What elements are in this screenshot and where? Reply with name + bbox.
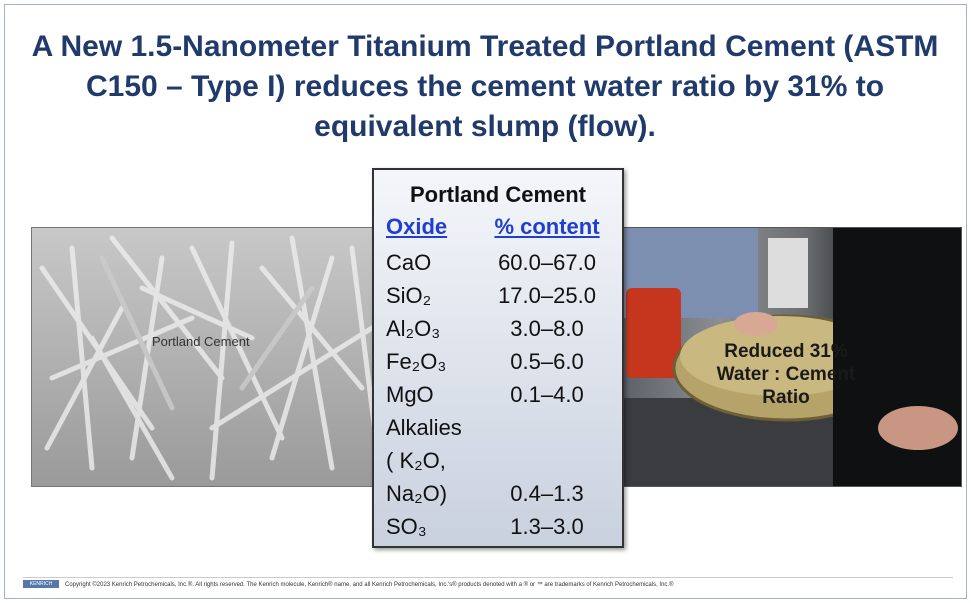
table-row: MgO 0.1–4.0 bbox=[374, 378, 622, 411]
oxide-cell: SiO₂ bbox=[386, 279, 431, 312]
oxide-cell: SO₃ bbox=[386, 510, 427, 543]
content-cell: 1.3–3.0 bbox=[486, 510, 608, 543]
oxide-cell: Al₂O₃ bbox=[386, 312, 440, 345]
table-row: Al₂O₃ 3.0–8.0 bbox=[374, 312, 622, 345]
slide: A New 1.5-Nanometer Titanium Treated Por… bbox=[4, 4, 967, 599]
oxide-cell: Alkalies ( K₂O, Na₂O) bbox=[386, 411, 462, 510]
page: {"header": {"title": "A New 1.5-Nanomete… bbox=[0, 0, 971, 603]
table-title: Portland Cement bbox=[374, 182, 622, 208]
image-label: Reduced 31% Water : Cement Ratio bbox=[696, 340, 876, 409]
column-header: Oxide bbox=[386, 214, 447, 240]
table-row: SiO₂ 17.0–25.0 bbox=[374, 279, 622, 312]
content-cell: 3.0–8.0 bbox=[486, 312, 608, 345]
content-cell: 60.0–67.0 bbox=[486, 246, 608, 279]
oxide-table: Portland Cement Oxide % content CaO 60.0–… bbox=[372, 168, 624, 548]
footer-logo: KENRICH bbox=[23, 580, 59, 588]
table-row: Alkalies ( K₂O, Na₂O) 0.4–1.3 bbox=[374, 411, 622, 510]
image-label: Portland Cement bbox=[152, 334, 250, 349]
content-cell: 0.4–1.3 bbox=[486, 477, 608, 510]
oxide-cell: Fe₂O₃ bbox=[386, 345, 446, 378]
footer-text: Copyright ©2023 Kenrich Petrochemicals, … bbox=[65, 582, 674, 588]
content-cell: 0.5–6.0 bbox=[486, 345, 608, 378]
photo: Reduced 31% Water : Cement Ratio bbox=[617, 227, 962, 487]
column-header: % content bbox=[486, 214, 608, 240]
content-cell: 0.1–4.0 bbox=[486, 378, 608, 411]
oxide-cell: MgO bbox=[386, 378, 434, 411]
footer: KENRICH Copyright ©2023 Kenrich Petrochem… bbox=[23, 577, 953, 592]
table-row: SO₃ 1.3–3.0 bbox=[374, 510, 622, 543]
content-cell: 17.0–25.0 bbox=[486, 279, 608, 312]
oxide-cell: CaO bbox=[386, 246, 431, 279]
table-row: Fe₂O₃ 0.5–6.0 bbox=[374, 345, 622, 378]
sem-image: Portland Cement bbox=[31, 227, 385, 487]
fibers bbox=[32, 228, 384, 486]
table-row: CaO 60.0–67.0 bbox=[374, 246, 622, 279]
slide-title: A New 1.5-Nanometer Titanium Treated Por… bbox=[15, 27, 955, 147]
